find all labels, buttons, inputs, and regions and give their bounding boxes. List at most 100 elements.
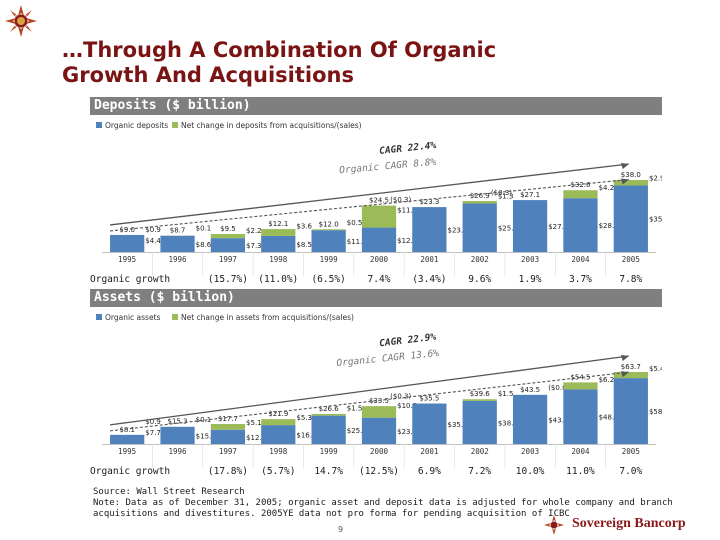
legend-label: Organic deposits: [105, 121, 168, 130]
organic-growth-value-1999: (6.5%): [311, 274, 346, 285]
legend-swatch-organic: [96, 314, 102, 320]
bar-acquired-2004: [563, 382, 598, 390]
acquisition-label-2000: $11.6: [397, 207, 418, 215]
organic-growth-value-2005: 7.0%: [619, 466, 643, 477]
organic-growth-value-2001: (3.4%): [412, 274, 447, 285]
bar-organic-2004: [563, 389, 598, 444]
bar-organic-2005: [613, 185, 648, 252]
bar-acquired-1998: [261, 419, 296, 426]
organic-cagr-arrow: [109, 371, 629, 432]
extra-label: $0.9: [145, 418, 161, 426]
bar-organic-1998: [261, 425, 296, 444]
organic-label-1996: $8.6: [196, 241, 212, 249]
organic-label-1999: $11.5: [347, 238, 367, 246]
bar-acquired-2002: [462, 399, 497, 401]
acquisition-label-1997: $5.1: [246, 419, 262, 427]
bar-organic-1999: [311, 230, 346, 252]
x-tick-label: 2005: [622, 255, 640, 264]
bar-organic-1997: [210, 429, 246, 444]
company-logo-icon: [5, 5, 37, 37]
cagr-arrow: [109, 355, 629, 426]
acquisition-label-1998: $5.3: [296, 414, 312, 422]
organic-growth-value-2005: 7.8%: [619, 274, 643, 285]
organic-label-2001: $23.7: [447, 227, 467, 235]
organic-cagr-arrow-head: [620, 178, 629, 185]
organic-growth-value-2002: 7.2%: [468, 466, 492, 477]
page-title: …Through A Combination Of Organic Growth…: [62, 38, 662, 88]
organic-label-2005: $35.1: [649, 216, 662, 224]
cagr-label: CAGR 22.4%: [379, 140, 437, 157]
acquisition-label-1997: $2.2: [246, 227, 262, 235]
total-label-2002: $26.9: [470, 192, 490, 200]
organic-label-1997: $7.3: [246, 242, 262, 250]
bar-organic-2001: [412, 403, 447, 444]
chart-legend: Organic deposits Net change in deposits f…: [96, 121, 362, 130]
extra-label: $7.7: [145, 429, 161, 437]
organic-growth-value-2004: 11.0%: [566, 466, 595, 477]
chart-legend: Organic assets Net change in assets from …: [96, 313, 354, 322]
data-note-line-1: Note: Data as of December 31, 2005; orga…: [93, 498, 673, 508]
organic-label-1998: $16.7: [296, 432, 316, 440]
total-label-2005: $63.7: [621, 363, 641, 371]
bar-organic-1998: [261, 235, 296, 252]
organic-growth-value-2000: 7.4%: [367, 274, 391, 285]
deposits-chart: Organic deposits Net change in deposits f…: [96, 121, 662, 276]
x-tick-label: 1999: [320, 255, 338, 264]
assets-header: Assets ($ billion): [90, 289, 662, 307]
legend-label: Organic assets: [105, 313, 161, 322]
x-tick-label: 1998: [269, 255, 288, 264]
organic-label-1996: $15.2: [196, 432, 216, 440]
total-label-2001: $23.3: [419, 198, 439, 206]
bar-organic-2004: [563, 198, 598, 252]
total-label-2004: $54.5: [570, 373, 590, 381]
total-label-2002: $39.6: [470, 390, 491, 398]
cagr-arrow: [109, 163, 629, 226]
total-label-1999: $12.0: [319, 220, 339, 228]
organic-growth-value-2004: 3.7%: [569, 274, 592, 285]
bar-organic-2002: [462, 203, 497, 252]
x-tick-label: 1999: [320, 447, 338, 456]
x-tick-label: 1997: [219, 447, 237, 456]
acquisition-label-2000: $10.2: [397, 402, 417, 410]
bar-acquired-1999: [311, 413, 346, 416]
organic-growth-label: Organic growth: [90, 466, 171, 477]
x-tick-label: 1998: [269, 447, 288, 456]
organic-label-2003: $27.4: [548, 223, 569, 231]
organic-label-2004: $48.3: [599, 414, 619, 422]
acquisition-label-2005: $5.4: [649, 365, 662, 373]
organic-label-2002: $38.1: [498, 419, 518, 427]
organic-label-1998: $8.5: [296, 241, 312, 249]
x-tick-label: 1995: [118, 255, 136, 264]
cagr-label: CAGR 22.9%: [379, 332, 437, 350]
bar-organic-1999: [311, 415, 346, 444]
x-tick-label: 2002: [471, 447, 489, 456]
bar-acquired-2005: [613, 180, 648, 186]
acquisition-label-2003: ($0.0): [548, 384, 569, 392]
acquisition-label-2001: ($0.3): [390, 196, 411, 204]
bar-organic-1997: [210, 238, 246, 252]
total-label-1995: $8.1: [119, 426, 135, 434]
acquisition-label-2002: $1.5: [498, 390, 514, 398]
x-tick-label: 1997: [219, 255, 237, 264]
x-tick-label: 2005: [622, 447, 640, 456]
organic-label-2003: $43.5: [548, 416, 568, 424]
bar-acquired-2004: [563, 190, 598, 199]
bar-organic-1995: [110, 234, 145, 252]
extra-label: $4.4: [145, 237, 161, 245]
x-tick-label: 2004: [571, 447, 590, 456]
total-label-1995: $9.0: [119, 226, 135, 234]
total-label-1998: $21.9: [268, 410, 288, 418]
x-tick-label: 1995: [118, 447, 136, 456]
legend-swatch-organic: [96, 122, 102, 128]
legend-label: Net change in assets from acquisitions/(…: [181, 313, 354, 322]
organic-growth-label: Organic growth: [90, 274, 171, 285]
x-tick-label: 2000: [370, 447, 389, 456]
organic-growth-value-2002: 9.6%: [468, 274, 492, 285]
acquisition-label-2004: $4.2: [599, 184, 615, 192]
total-label-1997: $9.5: [220, 225, 236, 233]
organic-growth-value-1997: (15.7%): [207, 274, 248, 285]
bar-acquired-1999: [311, 229, 346, 231]
extra-label: $0.9: [145, 226, 161, 234]
acquisition-label-2001: ($0.3): [390, 393, 411, 401]
organic-label-2000: $23.3: [397, 428, 417, 436]
